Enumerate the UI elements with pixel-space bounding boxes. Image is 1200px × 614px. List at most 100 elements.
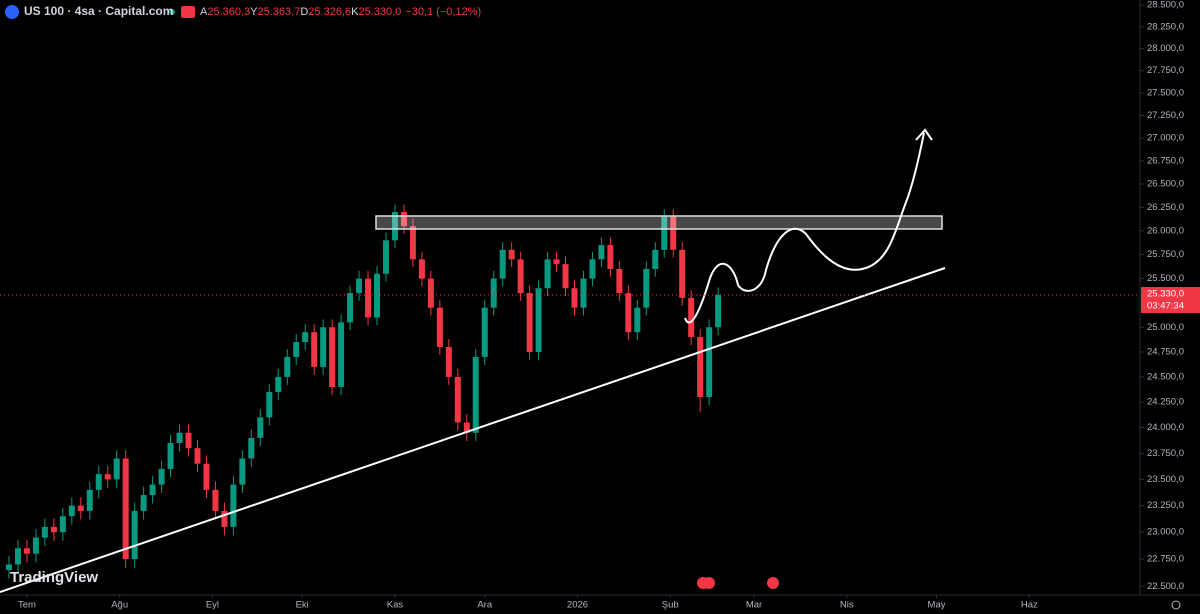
candle-body <box>508 249 515 260</box>
candle-body <box>625 293 632 333</box>
candles <box>5 204 722 579</box>
x-tick-label: Ara <box>477 600 493 611</box>
x-tick-label: Haz <box>1021 600 1038 611</box>
candle-body <box>374 273 381 318</box>
candle-body <box>284 356 291 377</box>
candle-body <box>86 489 93 511</box>
candle-body <box>607 245 614 269</box>
candle-body <box>472 356 479 433</box>
candle-body <box>338 322 345 387</box>
candle-body <box>436 307 443 347</box>
candle-body <box>517 259 524 294</box>
candle-body <box>391 212 398 241</box>
candle-body <box>59 516 66 533</box>
ohlc-label: Y <box>250 6 258 18</box>
market-status <box>169 9 175 15</box>
y-tick-label: 24.250,0 <box>1147 397 1184 408</box>
candle-body <box>302 332 309 343</box>
ohlc-header: A25.360,3Y25.363,7D25.326,6K25.330,0 −30,… <box>200 6 481 18</box>
settings-icon[interactable] <box>1171 600 1181 610</box>
ohlc-label: K <box>351 6 359 18</box>
countdown: 03:47:34 <box>1147 301 1184 312</box>
candle-body <box>427 278 434 308</box>
candle-body <box>104 474 111 480</box>
candle-body <box>113 458 120 480</box>
ohlc-value: 25.326,6 <box>308 6 351 18</box>
candle-body <box>257 417 264 438</box>
candle-body <box>688 297 695 338</box>
candle-body <box>580 278 587 308</box>
candle-body <box>50 526 57 533</box>
y-tick-label: 25.000,0 <box>1147 322 1184 333</box>
candle-body <box>418 259 425 279</box>
candle-body <box>670 216 677 250</box>
trend-line[interactable] <box>0 267 946 593</box>
ohlc-label: A <box>200 6 208 18</box>
candle-body <box>185 432 192 449</box>
y-tick-label: 25.750,0 <box>1147 249 1184 260</box>
candle-body <box>275 376 282 393</box>
candle-body <box>616 268 623 294</box>
y-tick-label: 27.500,0 <box>1147 87 1184 98</box>
candle-body <box>140 495 147 511</box>
candle-body <box>544 259 551 289</box>
ohlc-value: 25.360,3 <box>207 6 250 18</box>
candle-body <box>320 327 327 367</box>
watermark: TradingView <box>10 569 98 586</box>
chart-title[interactable]: US 100 · 4sa · Capital.com <box>24 4 173 18</box>
candle-body <box>571 288 578 308</box>
candle-body <box>293 342 300 357</box>
candle-body <box>23 548 30 554</box>
y-tick-label: 23.000,0 <box>1147 527 1184 538</box>
x-tick-label: May <box>928 600 946 611</box>
y-tick-label: 28.500,0 <box>1147 0 1184 11</box>
candle-body <box>454 376 461 423</box>
y-tick-label: 26.000,0 <box>1147 225 1184 236</box>
y-tick-label: 27.750,0 <box>1147 65 1184 76</box>
candle-body <box>122 458 129 560</box>
y-tick-label: 27.000,0 <box>1147 133 1184 144</box>
x-tick-label: 2026 <box>567 600 588 611</box>
y-tick-label: 27.250,0 <box>1147 110 1184 121</box>
event-icon[interactable] <box>767 577 779 589</box>
candle-body <box>562 264 569 289</box>
x-tick-label: Eki <box>296 600 309 611</box>
candle-body <box>5 564 12 570</box>
y-tick-label: 23.500,0 <box>1147 474 1184 485</box>
candle-body <box>706 327 713 398</box>
y-tick-label: 28.000,0 <box>1147 43 1184 54</box>
y-tick-label: 26.500,0 <box>1147 179 1184 190</box>
y-tick-label: 26.750,0 <box>1147 155 1184 166</box>
event-icon[interactable] <box>703 577 715 589</box>
y-tick-label: 22.750,0 <box>1147 554 1184 565</box>
candle-body <box>149 484 156 496</box>
projection-arrow[interactable] <box>915 128 933 141</box>
candle-body <box>77 505 84 511</box>
candle-body <box>194 448 201 464</box>
projection-curve[interactable] <box>684 132 925 324</box>
candle-body <box>365 278 372 318</box>
candle-body <box>212 489 219 511</box>
resistance-zone[interactable] <box>375 215 943 230</box>
symbol-icon[interactable] <box>5 5 19 19</box>
candle-body <box>715 295 722 328</box>
candle-body <box>95 474 102 490</box>
candle-body <box>356 278 363 294</box>
ohlc-value: 25.363,7 <box>258 6 301 18</box>
x-tick-label: Şub <box>662 600 679 611</box>
y-tick-label: 28.250,0 <box>1147 21 1184 32</box>
x-tick-label: Ağu <box>111 600 128 611</box>
candle-body <box>167 443 174 469</box>
candle-body <box>490 278 497 308</box>
candle-body <box>158 468 165 485</box>
data-icon[interactable] <box>181 6 195 18</box>
candle-body <box>553 259 560 265</box>
candle-body <box>14 548 21 565</box>
candle-body <box>230 484 237 527</box>
candle-body <box>68 505 75 517</box>
last-price-label: 25.330,0 <box>1147 289 1184 300</box>
x-tick-label: Eyl <box>206 600 219 611</box>
